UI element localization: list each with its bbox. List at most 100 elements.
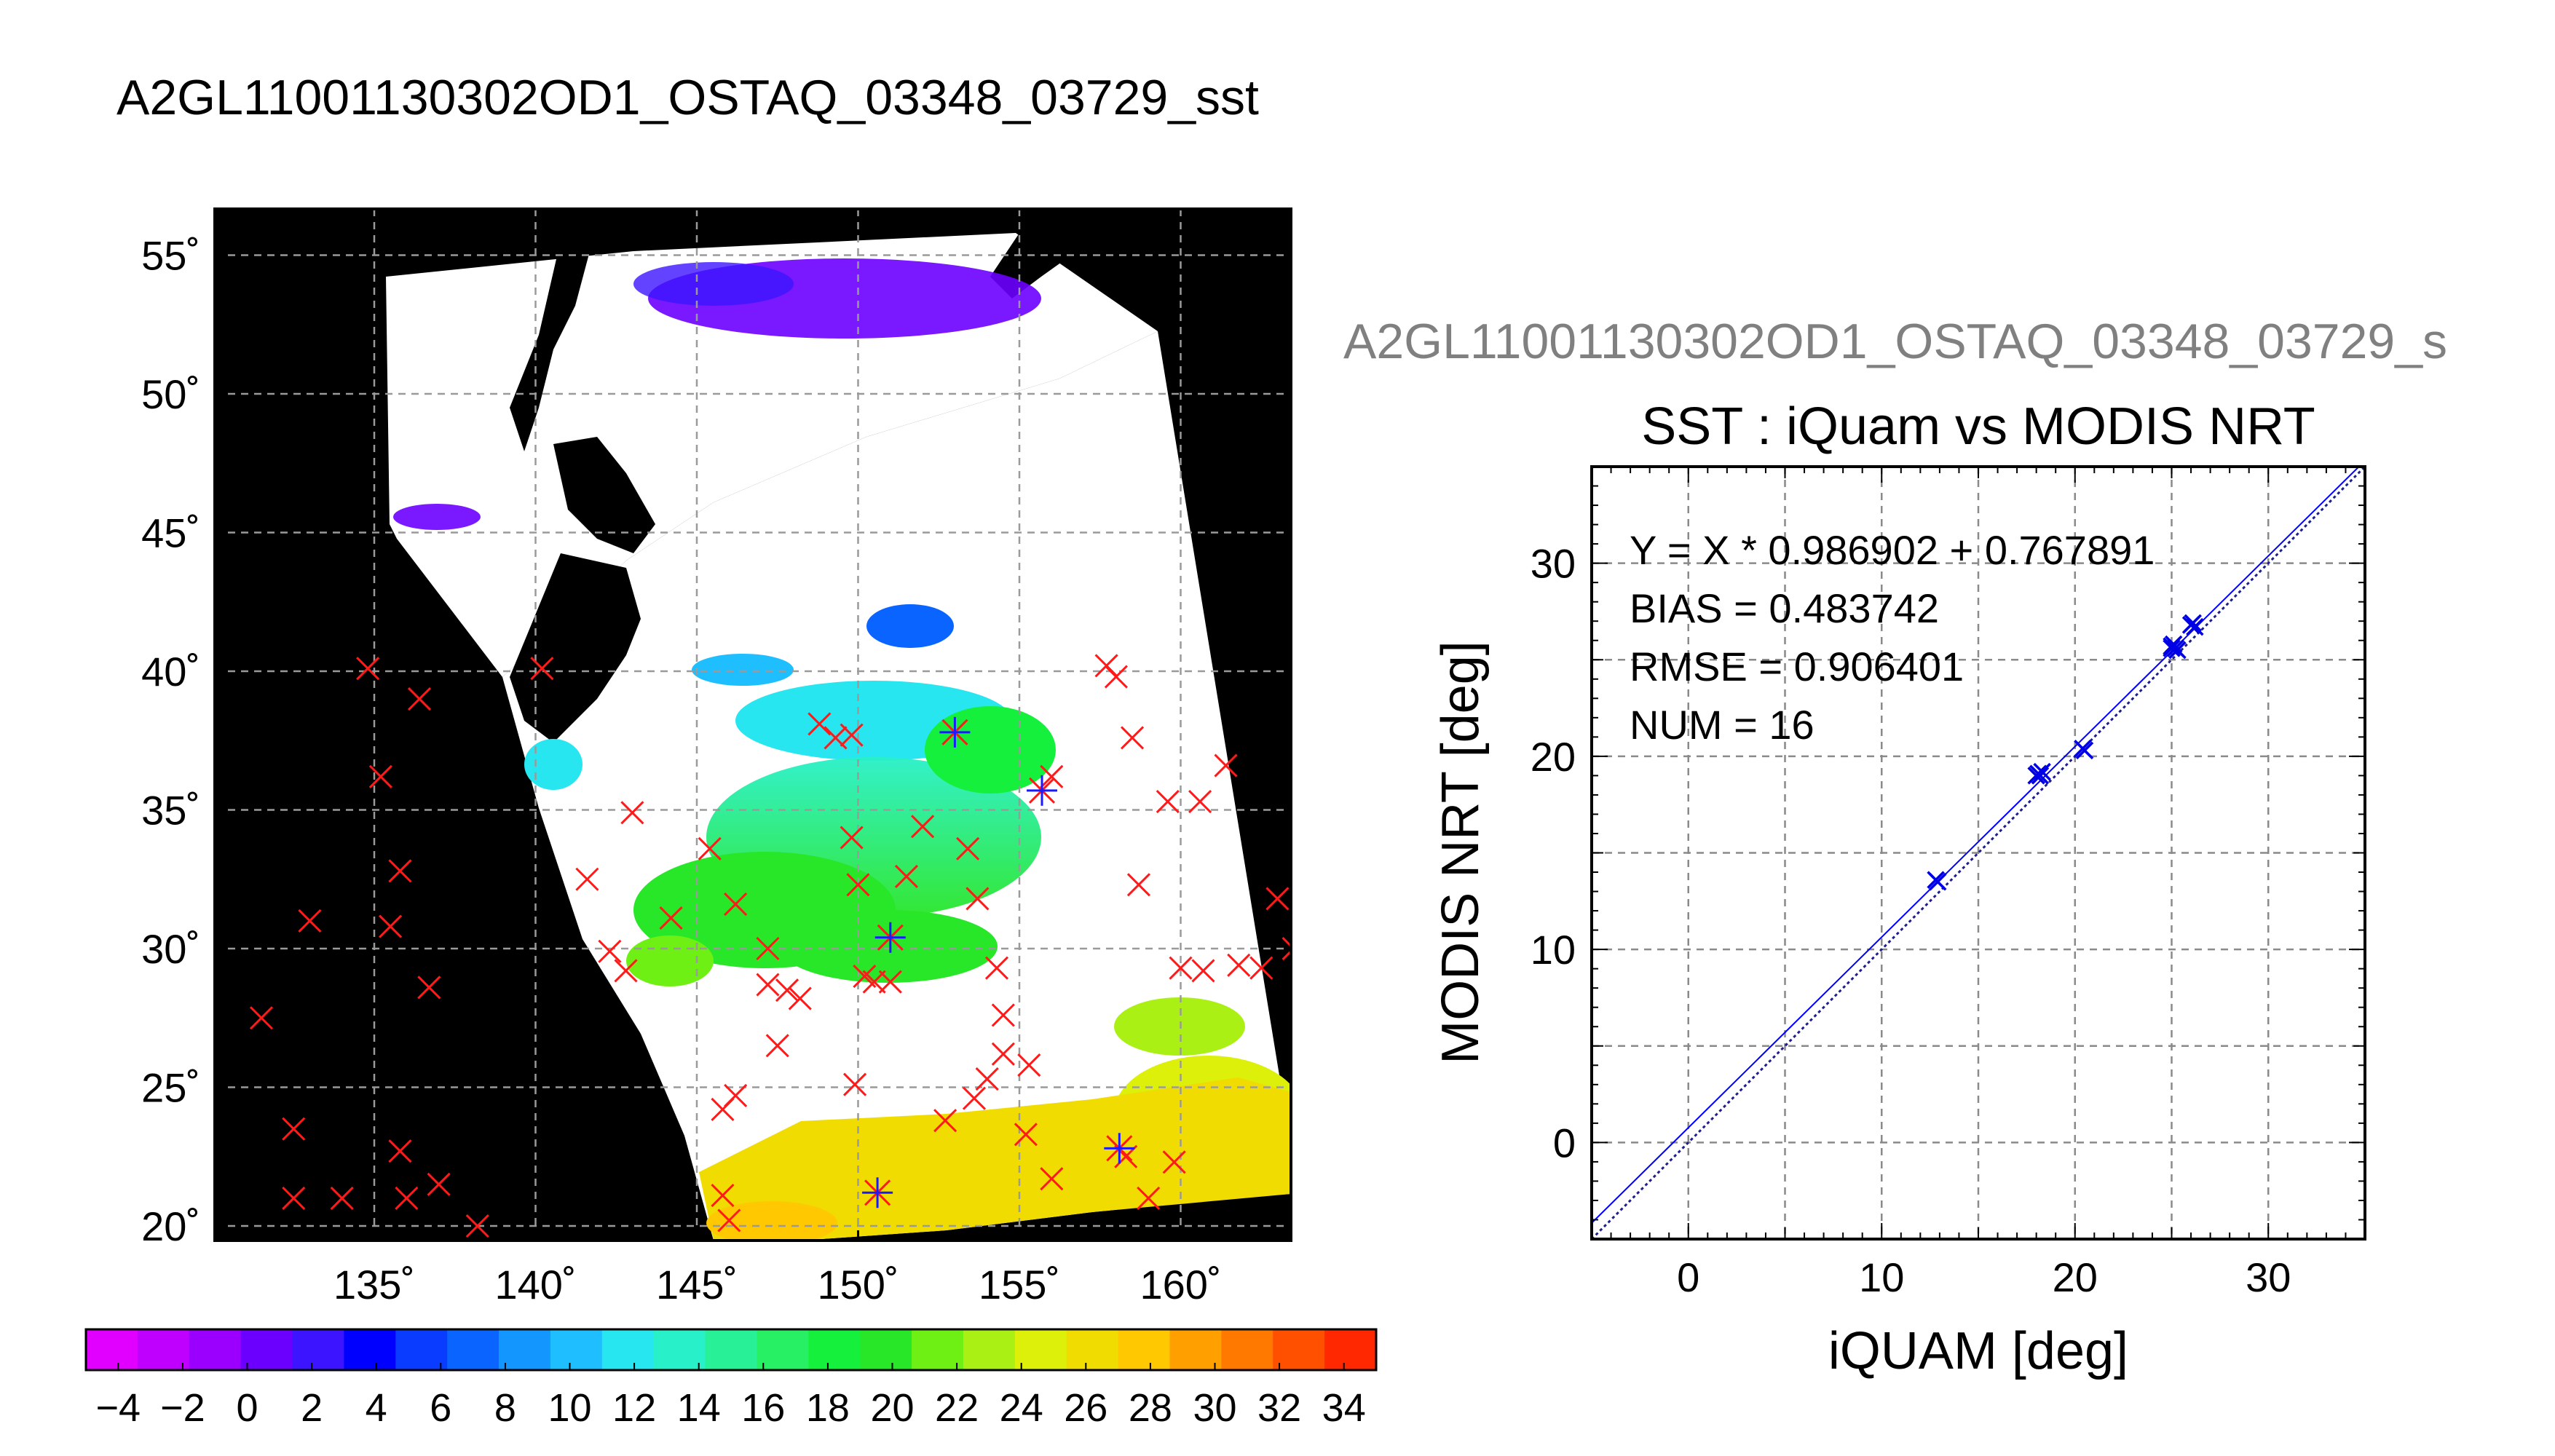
map-frame [213, 207, 1292, 1242]
colorbar-segment [1066, 1329, 1119, 1370]
sst-patch-green-4 [779, 910, 998, 983]
matchup-marker-red [807, 712, 832, 736]
matchup-marker-red [1311, 821, 1333, 843]
fit-equation: Y = X * 0.986902 + 0.767891 [1630, 527, 2155, 573]
lat-tick-label: 30˚ [141, 926, 200, 972]
scatter-points [1927, 614, 2204, 891]
colorbar-tick-label: 14 [677, 1386, 721, 1430]
matchup-marker-red [379, 914, 403, 938]
matchup-marker-red [249, 1006, 274, 1030]
matchup-marker-red [991, 1042, 1015, 1066]
matchup-marker-red [775, 978, 799, 1002]
scatter-stats: Y = X * 0.986902 + 0.767891 BIAS = 0.4837… [1630, 527, 2155, 748]
lat-tick-label: 50˚ [141, 371, 200, 417]
colorbar-tick-label: 8 [494, 1386, 516, 1430]
scatter-xlabel: iQUAM [deg] [1828, 1322, 2128, 1380]
matchup-marker-red [1227, 953, 1251, 977]
matchup-marker-red [1040, 1167, 1064, 1191]
matchup-marker-red [788, 986, 812, 1010]
scatter-grid [1592, 467, 2365, 1239]
sst-patch-cyan-1 [692, 654, 794, 686]
lat-tick-label: 45˚ [141, 510, 200, 556]
matchup-marker-red [598, 939, 622, 963]
matchup-marker-red [965, 887, 990, 911]
colorbar-tick-label: −2 [160, 1386, 205, 1430]
matchup-marker-red [840, 826, 864, 850]
colorbar-segment [550, 1329, 603, 1370]
num-stat: NUM = 16 [1630, 702, 1814, 748]
colorbar-segment [963, 1329, 1016, 1370]
matchup-marker-red [1162, 1150, 1186, 1174]
matchup-marker-red [1306, 960, 1327, 981]
colorbar-segment [1169, 1329, 1222, 1370]
colorbar-tick-labels: −4 −2 0 2 4 6 8 10 12 14 16 18 20 22 24 26 28 30 32 34 [96, 1386, 1366, 1430]
colorbar-tick-label: 2 [301, 1386, 323, 1430]
scatter-panel: SST : iQuam vs MODIS NRT 0 10 20 300102030 … [1431, 397, 2366, 1380]
colorbar-tick-label: −4 [96, 1386, 141, 1430]
sst-patch-cyan-3 [524, 739, 583, 790]
colorbar-tick-label: 22 [935, 1386, 979, 1430]
matchup-marker-red [298, 909, 322, 933]
matchup-marker-red [878, 970, 902, 994]
matchup-marker-red [724, 892, 748, 917]
sst-patch-okhotsk-2 [633, 262, 794, 306]
matchup-marker-red [1191, 959, 1215, 983]
lon-tick-label: 145˚ [656, 1262, 738, 1307]
matchup-marker-red [991, 1003, 1015, 1027]
matchup-marker-red [356, 657, 380, 681]
right-figure-title: A2GL11001130302OD1_OSTAQ_03348_03729_s [1343, 314, 2448, 369]
matchup-marker-red [756, 936, 780, 961]
sst-patch-green-6 [1114, 997, 1245, 1056]
figure-title: A2GL11001130302OD1_OSTAQ_03348_03729_sst [117, 70, 1259, 125]
matchup-marker-red [330, 1186, 354, 1210]
matchup-marker-red [1017, 1053, 1041, 1077]
colorbar-tick-label: 16 [741, 1386, 785, 1430]
colorbar-tick-label: 6 [430, 1386, 451, 1430]
colorbar-segment [189, 1329, 242, 1370]
y-tick-label: 0 [1553, 1120, 1576, 1166]
scatter-reference-lines [1592, 467, 2365, 1239]
matchup-marker-star [939, 716, 971, 748]
matchup-marker-red [975, 1067, 999, 1091]
x-tick-label: 20 [2053, 1254, 2098, 1300]
matchup-marker-red [862, 970, 886, 994]
matchup-marker-red [711, 1184, 735, 1208]
y-tick-label: 20 [1531, 734, 1576, 780]
colorbar-tick-label: 32 [1257, 1386, 1301, 1430]
colorbar-segment [1324, 1329, 1377, 1370]
scatter-point [2027, 767, 2045, 785]
scatter-title: SST : iQuam vs MODIS NRT [1641, 397, 2315, 456]
matchup-marker-red [1282, 936, 1291, 961]
matchup-marker-red [984, 956, 1009, 980]
matchup-marker-red [756, 973, 780, 997]
matchup-marker-red [1328, 821, 1350, 843]
colorbar-tick-label: 34 [1322, 1386, 1366, 1430]
matchup-markers [249, 654, 1353, 1238]
sst-patch-west [393, 504, 481, 530]
sst-patch-green-3 [925, 706, 1056, 794]
scatter-point [2186, 617, 2204, 636]
matchup-marker-red [1292, 927, 1314, 949]
colorbar-segment [86, 1329, 138, 1370]
lon-tick-label: 150˚ [817, 1262, 899, 1307]
matchup-marker-red [1265, 887, 1290, 911]
matchup-marker-red [659, 906, 683, 930]
matchup-marker-red [282, 1117, 306, 1141]
matchup-marker-red [1331, 979, 1353, 1001]
matchup-marker-red [911, 815, 935, 839]
scatter-ticks: 0 10 20 30 0 10 20 30 [1531, 466, 2366, 1300]
x-tick-label: 10 [1859, 1254, 1904, 1300]
colorbar-tick-label: 0 [236, 1386, 258, 1430]
colorbar-segment [1273, 1329, 1325, 1370]
colorbar-segment [757, 1329, 809, 1370]
matchup-marker-red [933, 1109, 957, 1133]
matchup-marker-red [1214, 753, 1238, 778]
fit-line [1592, 467, 2361, 1224]
colorbar-segment [860, 1329, 912, 1370]
x-tick-label: 30 [2246, 1254, 2291, 1300]
matchup-marker-red [1156, 790, 1180, 814]
colorbar-tick-label: 28 [1129, 1386, 1172, 1430]
y-tick-label: 10 [1531, 927, 1576, 973]
colorbar-segment [808, 1329, 861, 1370]
